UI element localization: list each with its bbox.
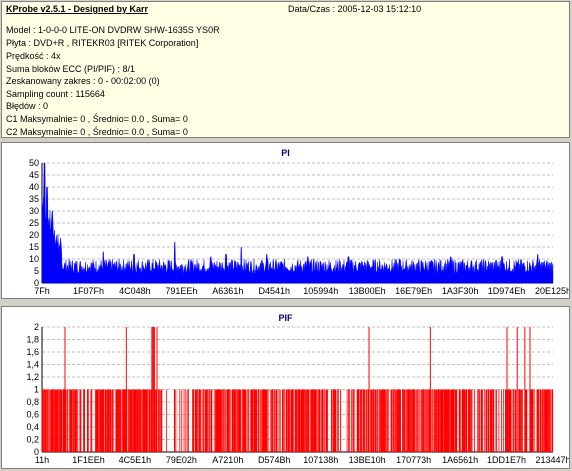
x-tick-label: 1DD1E7h <box>487 455 526 465</box>
x-tick-label: 7Fh <box>34 286 50 296</box>
x-tick-label: 213447h <box>535 455 569 465</box>
y-tick-label: 0,2 <box>26 435 39 445</box>
x-tick-label: 1D974Eh <box>488 286 526 296</box>
y-tick-label: 20 <box>29 230 39 240</box>
x-tick-label: 13BE10h <box>349 455 386 465</box>
y-tick-label: 35 <box>29 194 39 204</box>
y-tick-label: 2 <box>34 322 39 332</box>
x-tick-label: 107138h <box>303 455 338 465</box>
y-tick-label: 40 <box>29 182 39 192</box>
pif-chart: 0 0,2 0,4 0,6 0,8 1 1,2 1,4 1,6 1,8 2 11h 1F1EEh 4C5E… <box>26 322 569 465</box>
info-model: Model : 1-0-0-0 LITE-ON DVDRW SHW-1635S … <box>6 25 220 35</box>
pi-chart-panel: PI 0 5 10 15 20 25 30 35 40 45 50 7Fh 1F07Fh 4C048h 79… <box>1 142 570 299</box>
info-range: Zeskanowany zakres : 0 - 00:02:00 (0) <box>6 76 160 86</box>
x-tick-label: 13B00Eh <box>349 286 386 296</box>
x-tick-label: 4C048h <box>119 286 151 296</box>
pif-chart-title: PIF <box>278 313 293 323</box>
info-c1: C1 Maksymalnie= 0 , Średnio= 0.0 , Suma=… <box>6 114 188 124</box>
info-errors: Błędów : 0 <box>6 101 49 111</box>
info-sampling: Sampling count : 115664 <box>6 89 105 99</box>
x-tick-label: 1A6561h <box>442 455 478 465</box>
y-tick-label: 25 <box>29 218 39 228</box>
scan-date: Data/Czas : 2005-12-03 15:12:10 <box>288 4 422 14</box>
y-tick-label: 45 <box>29 170 39 180</box>
app-title: KProbe v2.5.1 - Designed by Karr <box>6 4 149 14</box>
disc-info-panel: KProbe v2.5.1 - Designed by Karr Data/Cz… <box>1 1 570 138</box>
info-disc: Płyta : DVD+R , RITEKR03 [RITEK Corporat… <box>6 38 199 48</box>
x-tick-label: A6361h <box>212 286 243 296</box>
x-tick-label: 20E125h <box>535 286 569 296</box>
x-tick-label: 16E79Eh <box>395 286 432 296</box>
x-tick-label: 1F07Fh <box>73 286 104 296</box>
x-tick-label: D4541h <box>259 286 291 296</box>
y-tick-label: 15 <box>29 242 39 252</box>
y-tick-label: 50 <box>29 158 39 168</box>
y-tick-label: 1,2 <box>26 372 39 382</box>
y-tick-label: 1,8 <box>26 335 39 345</box>
x-tick-label: 170773h <box>396 455 431 465</box>
y-tick-label: 5 <box>34 266 39 276</box>
y-tick-label: 10 <box>29 254 39 264</box>
x-tick-label: 1F1EEh <box>72 455 105 465</box>
info-c2: C2 Maksymalnie= 0 , Średnio= 0.0 , Suma=… <box>6 127 188 137</box>
pi-chart: 0 5 10 15 20 25 30 35 40 45 50 7Fh 1F07Fh 4C048h 791EE… <box>29 158 569 296</box>
y-tick-label: 30 <box>29 206 39 216</box>
y-tick-label: 0,6 <box>26 410 39 420</box>
y-tick-label: 1,4 <box>26 360 39 370</box>
pif-chart-panel: PIF 0 0,2 0,4 0,6 0,8 1 1,2 1,4 1,6 1,8 2 11h 1F1EEh… <box>1 306 570 469</box>
x-tick-label: 79E02h <box>166 455 197 465</box>
info-ecc-sum: Suma bloków ECC (PI/PIF) : 8/1 <box>6 64 136 74</box>
y-tick-label: 0 <box>34 278 39 288</box>
x-tick-label: 11h <box>35 455 49 465</box>
info-speed: Prędkość : 4x <box>6 51 61 61</box>
y-tick-label: 0,8 <box>26 397 39 407</box>
x-tick-label: A7210h <box>212 455 243 465</box>
y-tick-label: 0,4 <box>26 422 39 432</box>
pi-chart-title: PI <box>281 148 290 158</box>
y-tick-label: 0 <box>34 447 39 457</box>
y-tick-label: 1,6 <box>26 347 39 357</box>
x-tick-label: 4C5E1h <box>119 455 152 465</box>
x-tick-label: D574Bh <box>258 455 291 465</box>
x-tick-label: 791EEh <box>165 286 197 296</box>
x-tick-label: 1A3F30h <box>442 286 479 296</box>
y-tick-label: 1 <box>34 385 39 395</box>
x-tick-label: 105994h <box>303 286 338 296</box>
pi-series-area <box>41 162 554 284</box>
